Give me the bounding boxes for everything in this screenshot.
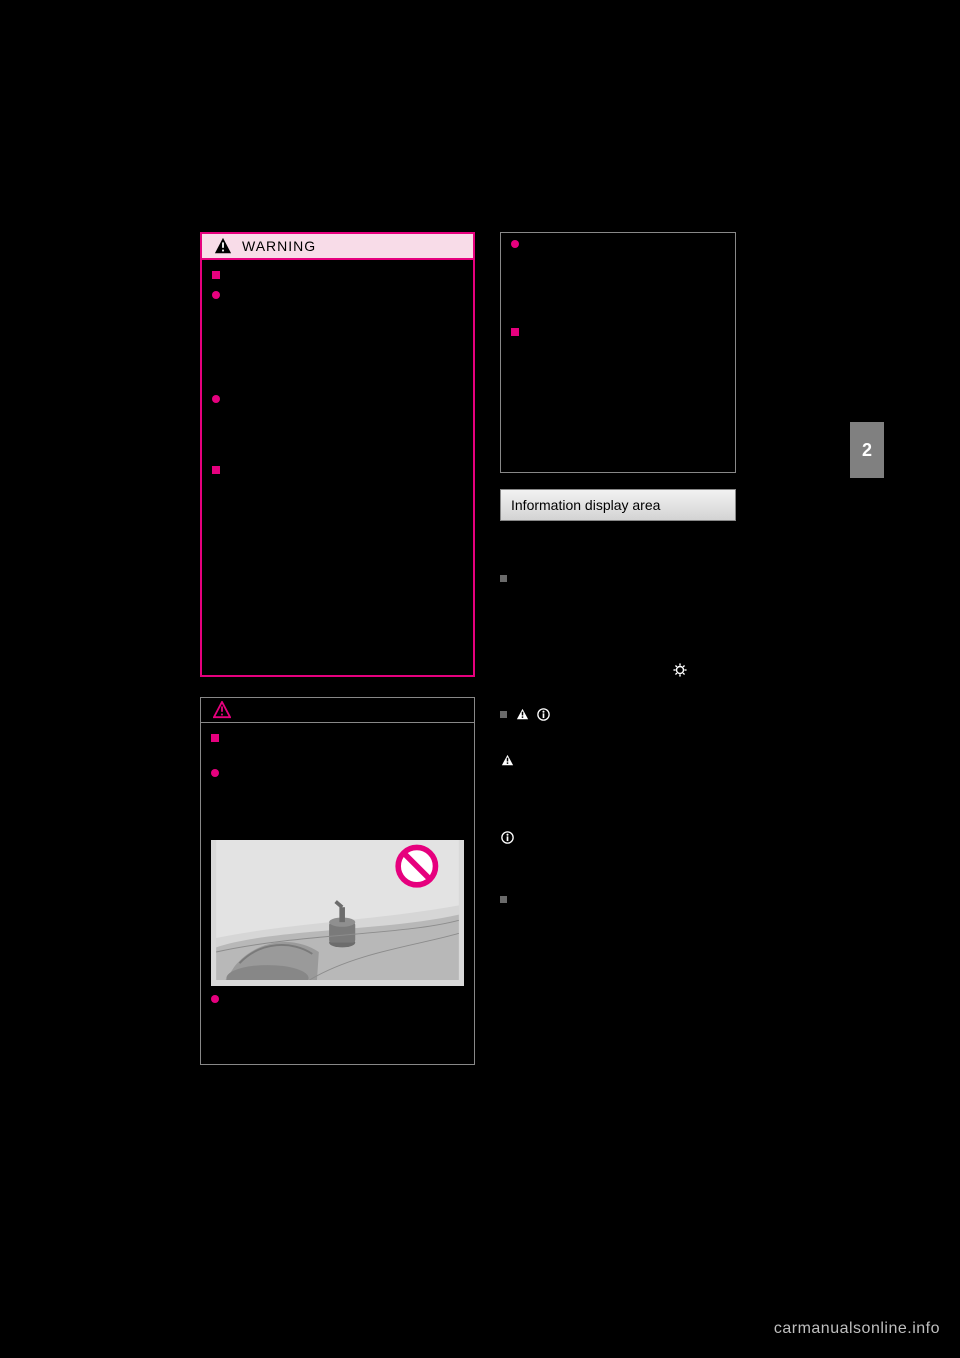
- notice-box: NOTICE To prevent damage to the engine a…: [200, 697, 475, 1065]
- warning-subhead: Caution for use while driving: [212, 270, 463, 286]
- warning-header: WARNING: [202, 234, 473, 260]
- round-bullet-icon: [212, 395, 220, 403]
- info-body: Select to display useful driving informa…: [500, 850, 736, 882]
- warning-box: WARNING Caution for use while driving Wh…: [200, 232, 475, 677]
- warning-icon: [214, 237, 232, 255]
- square-bullet-icon: [211, 734, 219, 742]
- info-icon: [500, 830, 515, 845]
- square-bullet-gray-icon: [500, 575, 507, 582]
- warning-subhead-2: The information display at low temperatu…: [212, 465, 463, 481]
- notice-item: Do not let the indicator needle of the t…: [211, 994, 464, 1042]
- warning-item: Do not look continuously at the multi-in…: [212, 394, 463, 458]
- notice-subhead: To prevent damage to the engine and its …: [211, 733, 464, 765]
- warning-subhead-text: Caution for use while driving: [224, 271, 375, 283]
- notice-subhead-text: To prevent damage to the engine and its …: [211, 734, 433, 762]
- warning-body: Caution for use while driving When opera…: [202, 260, 473, 675]
- notice-header: NOTICE: [201, 698, 474, 723]
- info-intro: A variety of information can be displaye…: [500, 531, 736, 563]
- notice-item-text: Do not let the indicator needle of the t…: [223, 995, 458, 1039]
- notice-cont-body-text: As the engine needs to be running during…: [511, 363, 725, 459]
- warning-item-text: When operating the multi-information dis…: [224, 291, 458, 383]
- notice-box-continued: Stop the vehicle and allow the engine to…: [500, 232, 736, 473]
- notice-cont-subhead: Precautions during setting up the displa…: [511, 327, 725, 359]
- notice-cont-body: Stop the vehicle and allow the engine to…: [501, 233, 735, 472]
- notice-item: Do not place anything on the instrument …: [211, 768, 464, 832]
- master-warning-icon: [500, 753, 515, 768]
- round-bullet-icon: [212, 291, 220, 299]
- square-bullet-icon: [212, 466, 220, 474]
- content-link: Items displayed can be switched in (sett…: [500, 663, 736, 697]
- warning-item: When operating the multi-information dis…: [212, 290, 463, 386]
- info-icon: [536, 707, 551, 722]
- side-tab: 2: [850, 422, 884, 478]
- page-number: 95: [834, 178, 850, 194]
- dashboard-illustration: [211, 840, 464, 986]
- content-body: Displays drive information such as the f…: [500, 593, 736, 657]
- breadcrumb: 2-1. Instrument cluster: [495, 178, 624, 193]
- warning-title: WARNING: [242, 238, 316, 254]
- watermark: carmanualsonline.info: [774, 1320, 940, 1338]
- header-rule: [110, 200, 850, 201]
- side-tab-label: Vehicle status information and indicator…: [868, 480, 880, 718]
- round-bullet-icon: [211, 769, 219, 777]
- notice-item-text: Do not place anything on the instrument …: [223, 769, 450, 829]
- notice-cont-subhead-text: Precautions during setting up the displa…: [511, 328, 698, 356]
- notice-item-text: Stop the vehicle and allow the engine to…: [523, 240, 719, 316]
- notice-body: To prevent damage to the engine and its …: [201, 723, 474, 1064]
- icons-head-row: , icon: [500, 707, 736, 725]
- warning-subhead-2-text: The information display at low temperatu…: [224, 466, 455, 478]
- notice-icon: [213, 701, 231, 719]
- nav-head-row: Navigation system-linked information: [500, 894, 736, 910]
- round-bullet-icon: [211, 995, 219, 1003]
- warning-item-text: Do not look continuously at the multi-in…: [224, 395, 459, 455]
- master-row: : Master warning: [500, 753, 736, 771]
- icons-head-text: icon: [554, 710, 574, 722]
- square-bullet-icon: [511, 328, 519, 336]
- warning-body-2: Allow the interior of the vehicle to war…: [212, 485, 463, 660]
- content-head-row: Content of driving information: [500, 573, 736, 589]
- gear-icon: [673, 663, 687, 677]
- round-bullet-icon: [511, 240, 519, 248]
- master-body: Select to display warning messages and m…: [500, 772, 736, 820]
- right-column: Stop the vehicle and allow the engine to…: [500, 232, 740, 910]
- nav-head: Navigation system-linked information: [512, 895, 692, 907]
- icons-body: Select to display the following items.: [500, 729, 736, 745]
- notice-item: Stop the vehicle and allow the engine to…: [511, 239, 725, 319]
- page-footer-code: UX200_OM_USA_OM76286U: [200, 1177, 335, 1188]
- content-head: Content of driving information: [512, 574, 656, 586]
- square-bullet-gray-icon: [500, 711, 507, 718]
- info-display-heading: Information display area: [500, 489, 736, 521]
- info-row: : Information: [500, 830, 736, 848]
- page-container: 95 2-1. Instrument cluster 2 Vehicle sta…: [0, 0, 960, 1358]
- master-warning-icon: [515, 707, 530, 722]
- notice-title: NOTICE: [241, 702, 300, 718]
- left-column: WARNING Caution for use while driving Wh…: [200, 232, 475, 1065]
- square-bullet-icon: [212, 271, 220, 279]
- square-bullet-gray-icon: [500, 896, 507, 903]
